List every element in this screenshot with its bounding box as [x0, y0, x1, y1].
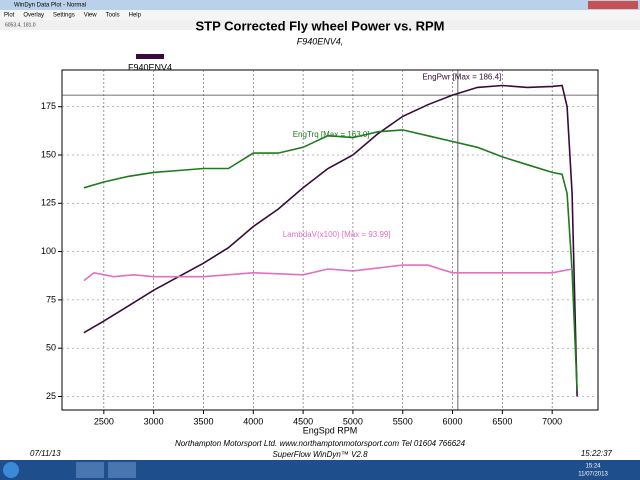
x-tick-label: 6000	[443, 416, 463, 426]
taskbar	[0, 460, 640, 480]
y-tick-label: 150	[41, 149, 56, 159]
menu-item[interactable]: Overlay	[23, 13, 44, 19]
series-annotation: LambdaV(x100) [Max = 93.99]	[283, 230, 391, 239]
footer-software: SuperFlow WinDyn™ V2.8	[272, 450, 368, 459]
footer-time: 15:22:37	[581, 449, 613, 458]
menu-item[interactable]: Settings	[53, 13, 75, 19]
x-tick-label: 6500	[492, 416, 512, 426]
taskbar-app[interactable]	[108, 462, 136, 478]
taskbar-date: 11/07/2013	[578, 472, 608, 478]
series-line	[83, 129, 578, 391]
menu-item[interactable]: Plot	[4, 13, 15, 19]
x-tick-label: 2500	[94, 416, 114, 426]
window-controls[interactable]	[588, 1, 638, 9]
menu-bar	[0, 10, 640, 20]
x-tick-label: 4000	[243, 416, 263, 426]
cursor-readout: 6053.4, 181.0	[5, 22, 36, 28]
x-tick-label: 5500	[393, 416, 413, 426]
x-tick-label: 3500	[193, 416, 213, 426]
plot-area	[61, 69, 599, 411]
menu-item[interactable]: Tools	[106, 13, 120, 19]
series-annotation: EngPwr [Max = 186.4]	[422, 73, 501, 82]
menu-item[interactable]: View	[84, 13, 98, 19]
x-tick-label: 7000	[542, 416, 562, 426]
chart-title: STP Corrected Fly wheel Power vs. RPM	[195, 18, 444, 33]
taskbar-time: 15:24	[585, 464, 601, 470]
series-line	[83, 264, 573, 282]
title-bar	[0, 0, 640, 10]
legend-swatch	[136, 54, 164, 59]
menu: Plot Overlay Settings View Tools Help	[4, 13, 142, 19]
window-title: WinDyn Data Plot - Normal	[14, 3, 86, 9]
x-tick-label: 3000	[144, 416, 164, 426]
y-tick-label: 25	[46, 391, 56, 401]
legend-label: F940ENV4	[128, 62, 172, 72]
footer-date: 07/11/13	[30, 449, 61, 458]
y-tick-label: 175	[41, 101, 56, 111]
y-tick-label: 50	[46, 343, 56, 353]
menu-item[interactable]: Help	[129, 13, 142, 19]
x-axis-label: EngSpd RPM	[303, 425, 358, 435]
x-tick-label: 4500	[293, 416, 313, 426]
series-line	[83, 84, 578, 397]
footer-company: Northampton Motorsport Ltd. www.northamp…	[175, 439, 466, 448]
start-button[interactable]	[3, 462, 19, 478]
y-tick-label: 125	[41, 198, 56, 208]
x-tick-label: 5000	[343, 416, 363, 426]
y-tick-label: 75	[46, 294, 56, 304]
taskbar-app[interactable]	[76, 462, 104, 478]
chart: 2500 3000 3500 4000 4500 5000 5500 6000 6500 7000…	[41, 54, 598, 426]
y-tick-label: 100	[41, 246, 56, 256]
chart-subtitle: F940ENV4,	[297, 36, 344, 46]
series-annotation: EngTrq [Max = 163.0]	[293, 130, 370, 139]
